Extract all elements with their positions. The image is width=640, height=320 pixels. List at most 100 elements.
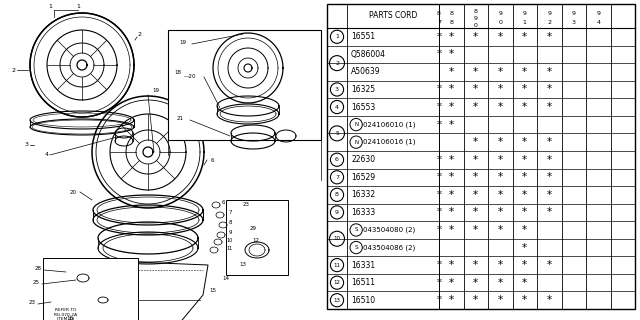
Text: *: * [473, 137, 478, 147]
Text: *: * [498, 67, 503, 77]
Text: 21: 21 [177, 116, 184, 121]
Text: 14: 14 [223, 276, 230, 281]
Text: 4: 4 [335, 105, 339, 109]
Text: *: * [498, 155, 503, 165]
Text: 22630: 22630 [351, 155, 375, 164]
Text: *: * [547, 295, 552, 305]
Text: *: * [449, 102, 454, 112]
Text: 8: 8 [228, 220, 232, 225]
Text: 15: 15 [209, 287, 216, 292]
Text: 0: 0 [499, 20, 502, 25]
Text: 7: 7 [437, 20, 441, 25]
Text: 9: 9 [335, 210, 339, 215]
Text: *: * [473, 155, 478, 165]
Text: *: * [522, 295, 527, 305]
Text: *: * [473, 172, 478, 182]
Text: 1: 1 [335, 34, 339, 39]
Text: *: * [436, 172, 442, 182]
Text: *: * [436, 120, 442, 130]
Text: 10: 10 [333, 236, 340, 241]
Text: 16331: 16331 [351, 260, 375, 269]
Text: A50639: A50639 [351, 68, 381, 76]
Text: *: * [498, 225, 503, 235]
Text: *: * [473, 84, 478, 94]
Text: *: * [436, 260, 442, 270]
Text: *: * [522, 137, 527, 147]
Text: *: * [522, 172, 527, 182]
Text: 1: 1 [523, 20, 527, 25]
Text: 2: 2 [547, 20, 551, 25]
Text: 5: 5 [335, 131, 339, 136]
Text: 13: 13 [333, 298, 340, 303]
Text: *: * [436, 32, 442, 42]
Text: 9: 9 [572, 11, 576, 16]
Text: 9: 9 [474, 16, 477, 21]
Text: *: * [449, 67, 454, 77]
Text: *: * [449, 190, 454, 200]
Text: *: * [449, 84, 454, 94]
Text: N: N [354, 122, 358, 127]
Text: *: * [522, 260, 527, 270]
Bar [168, 30, 321, 140]
Text: *: * [473, 278, 478, 288]
Text: *: * [522, 84, 527, 94]
Text: 6: 6 [221, 199, 225, 204]
Text: *: * [473, 32, 478, 42]
Text: 23: 23 [243, 203, 250, 207]
Text: *: * [436, 207, 442, 217]
Text: *: * [547, 172, 552, 182]
Text: *: * [498, 295, 503, 305]
Text: 16511: 16511 [351, 278, 375, 287]
Text: *: * [522, 32, 527, 42]
Text: *: * [522, 67, 527, 77]
Text: *: * [436, 295, 442, 305]
Text: 4: 4 [596, 20, 600, 25]
Text: *: * [522, 278, 527, 288]
Text: 23: 23 [29, 300, 35, 305]
Text: 2: 2 [335, 60, 339, 66]
Text: 8: 8 [437, 11, 441, 16]
Text: *: * [473, 295, 478, 305]
Text: S: S [355, 228, 358, 232]
Text: 16333: 16333 [351, 208, 375, 217]
Text: *: * [473, 225, 478, 235]
Text: *: * [473, 67, 478, 77]
Text: *: * [449, 295, 454, 305]
Text: *: * [547, 102, 552, 112]
Text: *: * [522, 190, 527, 200]
Text: *: * [436, 155, 442, 165]
Text: 9: 9 [596, 11, 600, 16]
Text: 6: 6 [335, 157, 339, 162]
Text: REFER TO
FIG.070-2A
ITEM 18: REFER TO FIG.070-2A ITEM 18 [54, 308, 78, 320]
Text: 20: 20 [70, 189, 77, 195]
Text: 19: 19 [179, 39, 186, 44]
Text: *: * [449, 278, 454, 288]
Text: 11: 11 [333, 263, 340, 268]
Text: *: * [547, 84, 552, 94]
Text: *: * [522, 207, 527, 217]
Text: 1: 1 [76, 4, 80, 10]
Text: 024106010 (1): 024106010 (1) [364, 121, 416, 128]
Text: 12: 12 [253, 237, 259, 243]
Text: 10: 10 [227, 237, 233, 243]
Text: 0: 0 [474, 22, 477, 28]
Text: *: * [498, 32, 503, 42]
Text: 3: 3 [335, 87, 339, 92]
Text: 16551: 16551 [351, 32, 375, 41]
Text: *: * [449, 172, 454, 182]
Text: *: * [473, 102, 478, 112]
Text: *: * [547, 67, 552, 77]
Bar [327, 4, 635, 309]
Text: *: * [473, 207, 478, 217]
Text: *: * [449, 120, 454, 130]
Text: 4: 4 [45, 153, 49, 157]
Text: *: * [449, 49, 454, 59]
Text: *: * [449, 225, 454, 235]
Text: *: * [436, 278, 442, 288]
Text: 7: 7 [228, 210, 232, 214]
Text: 18: 18 [175, 69, 182, 75]
Text: 9: 9 [523, 11, 527, 16]
Text: *: * [449, 32, 454, 42]
Text: *: * [547, 207, 552, 217]
Text: *: * [449, 155, 454, 165]
